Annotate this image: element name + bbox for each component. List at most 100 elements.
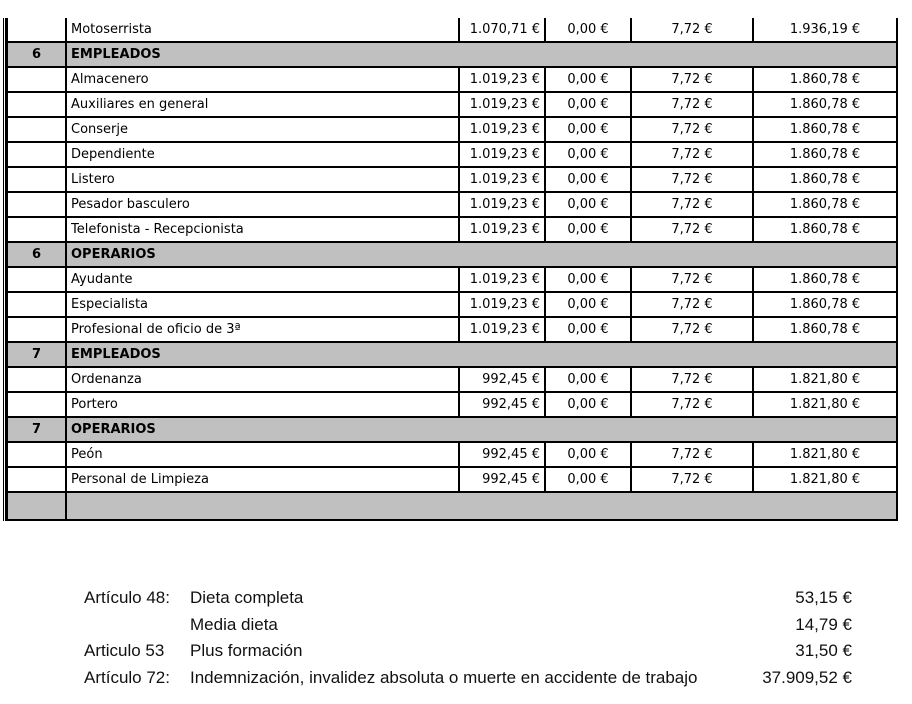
amount-cell: 7,72 € bbox=[630, 116, 754, 143]
amount-cell: 0,00 € bbox=[544, 141, 632, 168]
level-cell bbox=[6, 116, 67, 143]
total-cell: 1.860,78 € bbox=[752, 191, 898, 218]
empty-row bbox=[6, 491, 898, 521]
level-cell: 7 bbox=[6, 341, 67, 368]
salary-cell: 1.019,23 € bbox=[458, 316, 546, 343]
table-row: Motoserrista 1.070,71 €0,00 €7,72 €1.936,… bbox=[6, 18, 898, 43]
amount-cell: 0,00 € bbox=[544, 266, 632, 293]
table-row: Ayudante 1.019,23 €0,00 €7,72 €1.860,78 € bbox=[6, 266, 898, 293]
article-description: Plus formación bbox=[190, 641, 303, 660]
level-cell bbox=[6, 166, 67, 193]
blank-cell bbox=[459, 41, 898, 68]
salary-cell: 1.019,23 € bbox=[458, 216, 546, 243]
article-label: Artículo 48: bbox=[84, 588, 170, 607]
table-row: Profesional de oficio de 3ª 1.019,23 €0,0… bbox=[6, 316, 898, 343]
section-row: 7 OPERARIOS bbox=[6, 416, 898, 443]
article-label: Artículo 72: bbox=[84, 667, 170, 687]
table-row: Almacenero 1.019,23 €0,00 €7,72 €1.860,78… bbox=[6, 66, 898, 93]
table-row: Listero 1.019,23 €0,00 €7,72 €1.860,78 € bbox=[6, 166, 898, 193]
salary-table-container: Motoserrista 1.070,71 €0,00 €7,72 €1.936,… bbox=[3, 18, 898, 521]
section-row: 6 OPERARIOS bbox=[6, 241, 898, 268]
amount-cell: 0,00 € bbox=[544, 191, 632, 218]
job-name-cell: Ordenanza bbox=[65, 366, 460, 393]
table-row: Especialista 1.019,23 €0,00 €7,72 €1.860,… bbox=[6, 291, 898, 318]
article-description: Indemnización, invalidez absoluta o muer… bbox=[190, 667, 698, 687]
amount-cell: 0,00 € bbox=[544, 66, 632, 93]
article-amount: 53,15 € bbox=[795, 588, 852, 607]
table-row: Auxiliares en general 1.019,23 €0,00 €7,7… bbox=[6, 91, 898, 118]
level-cell: 7 bbox=[6, 416, 67, 443]
amount-cell: 7,72 € bbox=[630, 66, 754, 93]
amount-cell: 7,72 € bbox=[630, 391, 754, 418]
amount-cell: 7,72 € bbox=[630, 18, 754, 43]
salary-cell: 1.019,23 € bbox=[458, 166, 546, 193]
salary-cell: 992,45 € bbox=[458, 466, 546, 493]
job-name-cell: Listero bbox=[65, 166, 460, 193]
table-row: Peón 992,45 €0,00 €7,72 €1.821,80 € bbox=[6, 441, 898, 468]
job-name-cell: Dependiente bbox=[65, 141, 460, 168]
amount-cell: 0,00 € bbox=[544, 391, 632, 418]
job-name-cell: Ayudante bbox=[65, 266, 460, 293]
amount-cell: 7,72 € bbox=[630, 191, 754, 218]
article-label: Articulo 53 bbox=[84, 641, 165, 660]
table-row: Portero 992,45 €0,00 €7,72 €1.821,80 € bbox=[6, 391, 898, 418]
level-cell bbox=[6, 18, 67, 43]
empty-cell bbox=[6, 491, 67, 521]
section-row: 6 EMPLEADOS bbox=[6, 41, 898, 68]
job-name-cell: Peón bbox=[65, 441, 460, 468]
table-row: Pesador basculero 1.019,23 €0,00 €7,72 €1… bbox=[6, 191, 898, 218]
article-description: Dieta completa bbox=[190, 588, 304, 607]
job-name-cell: Conserje bbox=[65, 116, 460, 143]
amount-cell: 7,72 € bbox=[630, 291, 754, 318]
total-cell: 1.860,78 € bbox=[752, 316, 898, 343]
level-cell bbox=[6, 191, 67, 218]
level-cell bbox=[6, 466, 67, 493]
amount-cell: 7,72 € bbox=[630, 466, 754, 493]
blank-cell bbox=[459, 416, 898, 443]
job-name-cell: Personal de Limpieza bbox=[65, 466, 460, 493]
section-name-cell: EMPLEADOS bbox=[65, 341, 459, 368]
job-name-cell: Profesional de oficio de 3ª bbox=[65, 316, 460, 343]
amount-cell: 7,72 € bbox=[630, 366, 754, 393]
amount-cell: 7,72 € bbox=[630, 91, 754, 118]
amount-cell: 0,00 € bbox=[544, 316, 632, 343]
salary-cell: 1.019,23 € bbox=[458, 191, 546, 218]
footer-row: Media dieta 14,79 € bbox=[0, 615, 912, 642]
section-name-cell: OPERARIOS bbox=[65, 416, 459, 443]
section-row: 7 EMPLEADOS bbox=[6, 341, 898, 368]
footer-row: Articulo 53 Plus formación 31,50 € bbox=[0, 641, 912, 668]
level-cell bbox=[6, 391, 67, 418]
job-name-cell: Motoserrista bbox=[65, 18, 460, 43]
salary-cell: 992,45 € bbox=[458, 366, 546, 393]
job-name-cell: Almacenero bbox=[65, 66, 460, 93]
article-description: Media dieta bbox=[190, 614, 278, 634]
total-cell: 1.821,80 € bbox=[752, 441, 898, 468]
total-cell: 1.821,80 € bbox=[752, 366, 898, 393]
total-cell: 1.936,19 € bbox=[752, 18, 898, 43]
job-name-cell: Telefonista - Recepcionista bbox=[65, 216, 460, 243]
total-cell: 1.860,78 € bbox=[752, 266, 898, 293]
salary-cell: 1.019,23 € bbox=[458, 291, 546, 318]
level-cell bbox=[6, 266, 67, 293]
article-amount: 37.909,52 € bbox=[762, 667, 852, 687]
amount-cell: 0,00 € bbox=[544, 216, 632, 243]
total-cell: 1.860,78 € bbox=[752, 116, 898, 143]
blank-cell bbox=[459, 341, 898, 368]
articles-footer: Artículo 48: Dieta completa 53,15 € Media d… bbox=[0, 588, 912, 694]
job-name-cell: Portero bbox=[65, 391, 460, 418]
total-cell: 1.821,80 € bbox=[752, 466, 898, 493]
level-cell bbox=[6, 216, 67, 243]
section-name-cell: OPERARIOS bbox=[65, 241, 459, 268]
article-amount: 14,79 € bbox=[795, 614, 852, 634]
level-cell bbox=[6, 316, 67, 343]
total-cell: 1.821,80 € bbox=[752, 391, 898, 418]
amount-cell: 7,72 € bbox=[630, 141, 754, 168]
footer-row: Artículo 48: Dieta completa 53,15 € bbox=[0, 588, 912, 615]
amount-cell: 0,00 € bbox=[544, 91, 632, 118]
level-cell bbox=[6, 366, 67, 393]
table-row: Personal de Limpieza 992,45 €0,00 €7,72 €… bbox=[6, 466, 898, 493]
table-row: Conserje 1.019,23 €0,00 €7,72 €1.860,78 € bbox=[6, 116, 898, 143]
salary-cell: 1.070,71 € bbox=[458, 18, 546, 43]
total-cell: 1.860,78 € bbox=[752, 141, 898, 168]
level-cell bbox=[6, 291, 67, 318]
